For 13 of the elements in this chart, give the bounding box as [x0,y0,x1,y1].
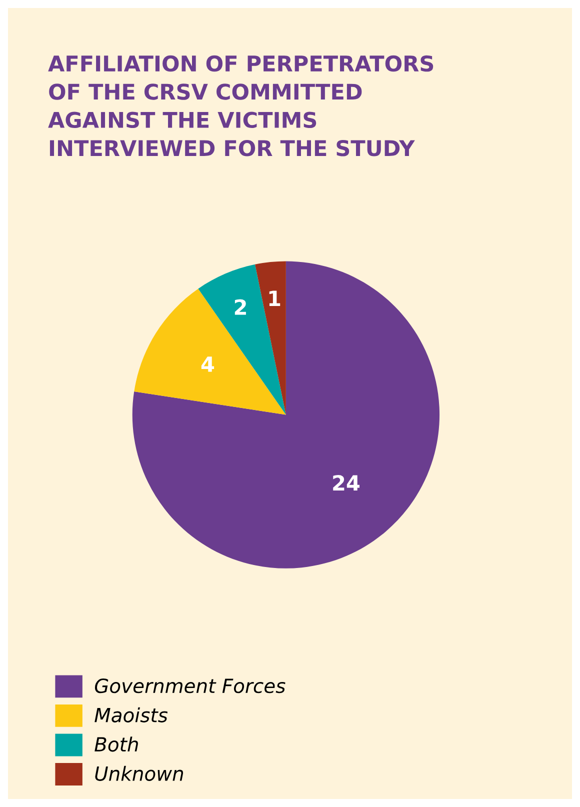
chart-title: AFFILIATION OF PERPETRATORS OF THE CRSV COMMITTED AGAINST THE VICTIMS INTERVIEWED FOR THE STUDY [48,55,434,156]
data-label: 24 [333,475,360,490]
legend-label: Unknown [95,766,184,781]
pie-slice [134,288,286,415]
pie-slice [255,261,286,415]
legend-label: Government Forces [94,678,286,694]
legend-label: Maoists [94,707,168,722]
data-label: 2 [234,299,246,315]
pie-slice [198,264,286,415]
legend-label: Both [94,736,138,752]
data-label: 4 [201,356,214,372]
data-label: 1 [269,290,280,306]
pie-slice [132,261,440,568]
